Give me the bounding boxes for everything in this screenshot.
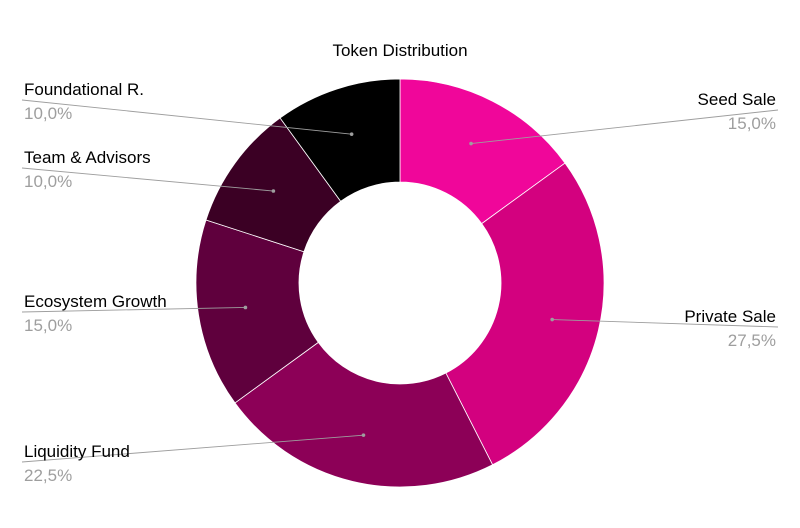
slice-ecosystem-growth (195, 219, 319, 404)
slice-label-private-sale: Private Sale (684, 307, 776, 326)
slice-liquidity-fund (234, 341, 494, 488)
leader-line-liquidity-fund (21, 434, 364, 463)
slice-label-liquidity-fund: Liquidity Fund (24, 442, 130, 461)
slice-seed-sale (399, 78, 566, 225)
leader-line-ecosystem-growth (21, 307, 246, 313)
leader-line-private-sale (552, 319, 779, 328)
leader-dot-liquidity-fund (361, 433, 366, 437)
leader-line-team-and-advisors (21, 167, 274, 192)
slice-label-seed-sale: Seed Sale (698, 90, 776, 109)
slice-value-ecosystem-growth: 15,0% (24, 316, 72, 335)
slices (195, 78, 605, 488)
chart-title: Token Distribution (332, 41, 467, 60)
slice-value-liquidity-fund: 22,5% (24, 466, 72, 485)
slice-value-foundational-r: 10,0% (24, 104, 72, 123)
slice-value-seed-sale: 15,0% (728, 114, 776, 133)
slice-labels: Seed Sale 15,0% Private Sale 27,5% Liquidity… (21, 80, 779, 485)
slice-foundational-r (279, 78, 401, 202)
slice-label-team-and-advisors: Team & Advisors (24, 148, 151, 167)
slice-label-ecosystem-growth: Ecosystem Growth (24, 292, 167, 311)
leader-line-foundational-r (21, 99, 352, 135)
slice-value-private-sale: 27,5% (728, 331, 776, 350)
slice-private-sale (445, 162, 605, 466)
slice-label-foundational-r: Foundational R. (24, 80, 144, 99)
slice-value-team-and-advisors: 10,0% (24, 172, 72, 191)
leader-line-seed-sale (471, 109, 779, 145)
